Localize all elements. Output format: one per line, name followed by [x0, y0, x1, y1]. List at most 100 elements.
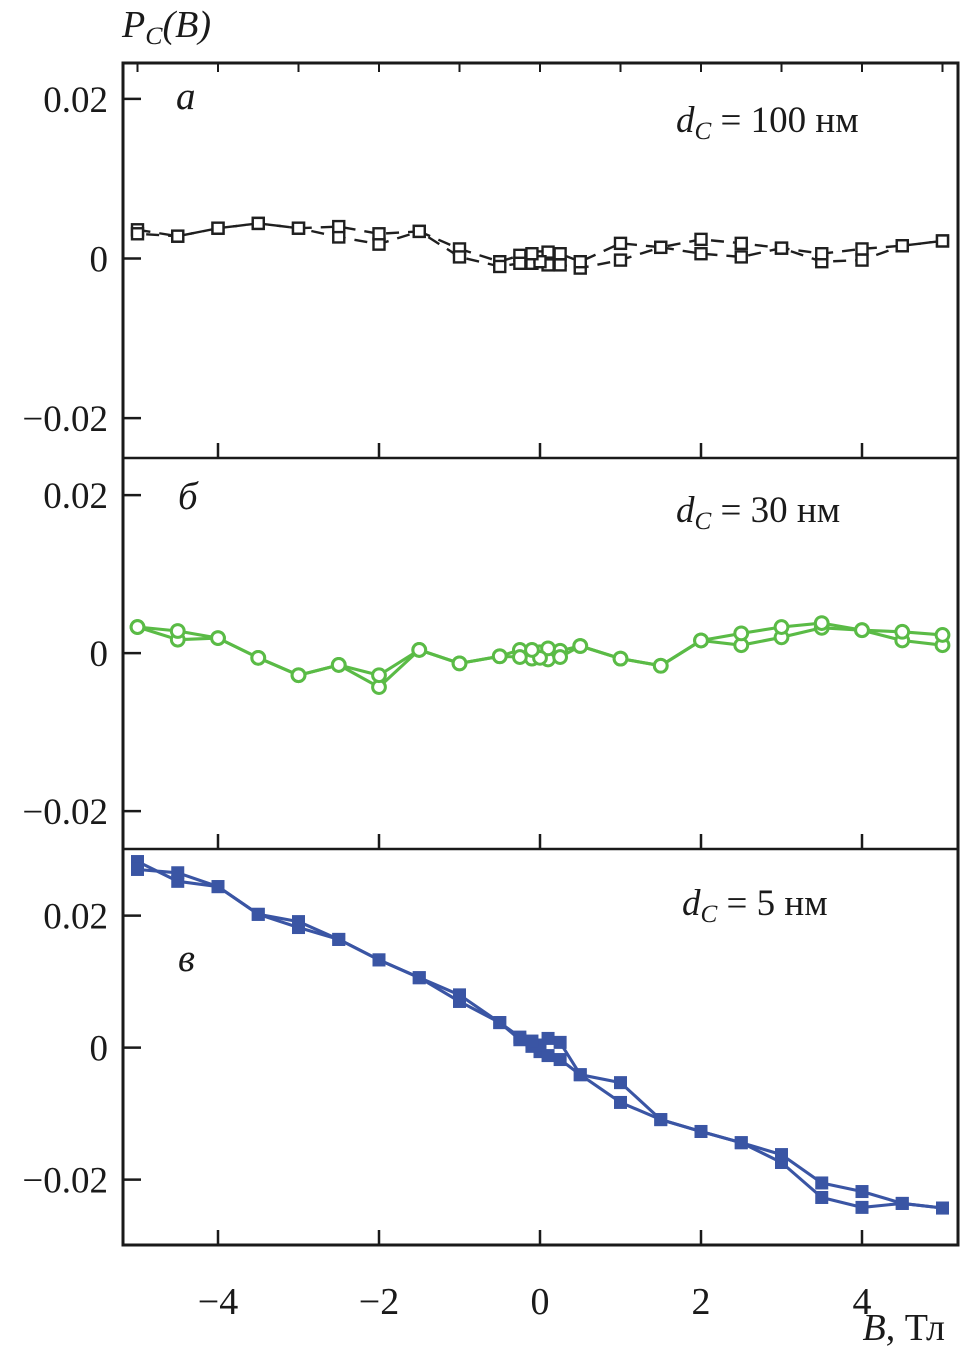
marker-open-square: [553, 247, 567, 261]
panel-v: 0.02 0 −0.02: [22, 855, 949, 1245]
y-tick-label: −0.02: [22, 1161, 108, 1202]
x-tick-label: 0: [531, 1281, 550, 1323]
marker-filled-square: [855, 1200, 869, 1214]
marker-open-square: [513, 256, 527, 270]
marker-open-square: [291, 221, 306, 235]
marker-filled-square: [855, 1185, 869, 1199]
x-tick-label: 2: [692, 1281, 711, 1323]
marker-open-circle: [733, 625, 750, 642]
marker-filled-square: [131, 862, 144, 876]
y-tick-label: 0.02: [43, 476, 108, 517]
y-tick-label: −0.02: [22, 399, 108, 440]
marker-filled-square: [553, 1035, 567, 1049]
marker-open-circle: [813, 615, 830, 631]
y-tick-label: −0.02: [22, 792, 108, 833]
marker-open-square: [855, 242, 869, 256]
marker-open-square: [815, 247, 829, 261]
y-tick-label: 0.02: [43, 897, 108, 938]
marker-filled-square: [251, 907, 265, 921]
marker-filled-square: [541, 1049, 555, 1063]
marker-filled-square: [614, 1076, 627, 1090]
marker-open-circle: [540, 640, 556, 657]
marker-filled-square: [936, 1201, 949, 1215]
marker-open-square: [412, 224, 426, 239]
marker-filled-square: [573, 1068, 587, 1082]
marker-filled-square: [513, 1030, 527, 1044]
marker-filled-square: [815, 1176, 829, 1190]
panel-b-sweep-backward: [129, 615, 951, 684]
marker-filled-square: [654, 1113, 668, 1127]
marker-open-square: [774, 241, 789, 255]
marker-filled-square: [895, 1196, 909, 1210]
marker-open-circle: [290, 667, 307, 684]
marker-open-square: [573, 254, 587, 269]
marker-open-circle: [612, 650, 629, 667]
marker-open-square: [694, 232, 708, 247]
marker-open-square: [553, 258, 567, 272]
marker-open-circle: [491, 648, 508, 665]
marker-open-square: [895, 239, 909, 253]
marker-open-circle: [451, 655, 468, 672]
marker-filled-square: [171, 866, 185, 880]
x-tick-label: 4: [853, 1281, 872, 1323]
marker-open-circle: [773, 619, 790, 635]
marker-open-circle: [330, 657, 347, 673]
marker-open-circle: [894, 623, 911, 640]
marker-open-circle: [129, 619, 146, 635]
marker-filled-square: [553, 1053, 567, 1067]
marker-filled-square: [525, 1034, 539, 1048]
y-tick-label: 0: [90, 634, 109, 675]
marker-open-circle: [511, 649, 528, 665]
marker-filled-square: [815, 1190, 829, 1204]
panel-a-sweep-backward: [130, 216, 950, 274]
panel-b: 0.02 0 −0.02: [22, 476, 951, 849]
marker-filled-square: [211, 880, 225, 894]
marker-open-circle: [371, 667, 387, 684]
marker-open-square: [613, 236, 628, 251]
marker-open-circle: [552, 649, 569, 665]
marker-open-circle: [693, 632, 709, 649]
marker-open-square: [654, 240, 668, 255]
marker-open-square: [493, 259, 507, 274]
marker-filled-square: [332, 932, 346, 946]
marker-open-square: [211, 221, 225, 235]
y-tick-label: 0: [90, 1029, 109, 1070]
x-tick-label: −2: [359, 1281, 399, 1323]
marker-open-square: [855, 253, 869, 267]
marker-filled-square: [372, 953, 386, 967]
marker-open-circle: [411, 642, 428, 658]
marker-open-square: [935, 234, 950, 248]
marker-open-circle: [250, 649, 267, 666]
y-tick-label: 0.02: [43, 80, 108, 121]
marker-open-square: [372, 227, 386, 241]
marker-filled-square: [453, 988, 466, 1002]
marker-open-square: [171, 229, 185, 243]
panel-v-sweep-backward: [131, 862, 949, 1215]
marker-open-circle: [169, 623, 186, 639]
marker-open-circle: [652, 657, 669, 674]
marker-open-circle: [572, 638, 589, 654]
panel-a: 0.02 0 −0.02: [22, 80, 950, 458]
marker-open-square: [613, 253, 628, 267]
marker-open-circle: [210, 630, 226, 646]
x-tick-label: −4: [198, 1281, 238, 1323]
marker-open-square: [525, 247, 539, 261]
marker-open-circle: [524, 642, 540, 658]
marker-open-square: [251, 216, 265, 231]
y-tick-label: 0: [90, 240, 109, 281]
marker-filled-square: [734, 1136, 748, 1150]
marker-filled-square: [694, 1124, 708, 1138]
marker-open-square: [734, 250, 748, 264]
marker-filled-square: [412, 971, 426, 985]
marker-open-square: [332, 219, 346, 234]
marker-open-circle: [854, 622, 870, 639]
marker-open-square: [452, 250, 467, 264]
marker-open-square: [734, 236, 748, 251]
marker-filled-square: [292, 915, 305, 929]
marker-filled-square: [614, 1095, 627, 1109]
marker-open-square: [533, 254, 547, 269]
marker-open-square: [130, 227, 145, 241]
marker-open-circle: [934, 627, 951, 643]
